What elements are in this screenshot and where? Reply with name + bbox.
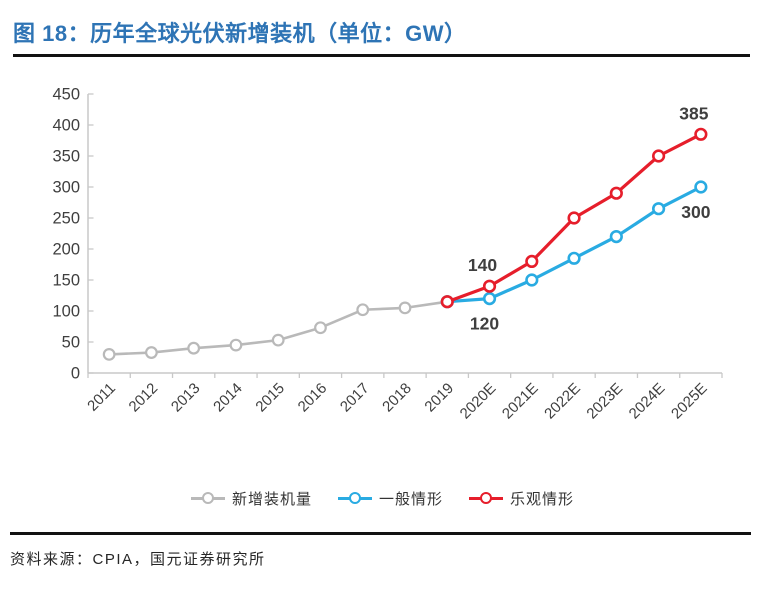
svg-text:300: 300: [52, 179, 80, 197]
point-label-general: 120: [470, 314, 499, 334]
svg-text:0: 0: [71, 365, 80, 383]
optimistic-line-marker-icon: [469, 491, 503, 505]
footer-divider: [10, 532, 751, 535]
svg-text:2015: 2015: [252, 380, 288, 416]
svg-text:2019: 2019: [421, 380, 457, 416]
data-point-historical: [144, 346, 158, 359]
data-point-historical: [314, 321, 327, 335]
historical-line-marker-icon: [190, 491, 225, 505]
data-point-historical: [229, 338, 243, 352]
svg-text:2016: 2016: [295, 380, 331, 416]
svg-text:2022E: 2022E: [541, 380, 584, 423]
svg-text:2012: 2012: [126, 380, 162, 416]
legend-item-historical: 新增装机量: [190, 488, 312, 509]
chart-legend: 新增装机量 一般情形 乐观情形: [0, 486, 765, 510]
svg-text:2018: 2018: [379, 380, 415, 416]
svg-text:2013: 2013: [168, 380, 204, 416]
data-point-historical: [356, 303, 370, 317]
data-point-optimistic: [567, 211, 581, 225]
data-point-general: [651, 202, 666, 216]
svg-text:2014: 2014: [210, 380, 246, 416]
data-point-general: [694, 180, 708, 194]
axes: [87, 94, 722, 374]
data-point-general: [567, 251, 581, 265]
data-point-historical: [187, 341, 201, 355]
data-point-general: [482, 292, 497, 306]
svg-text:50: 50: [62, 334, 80, 352]
x-axis-ticks: 2011 2012 2013 2014 2015 2016 2017 2018 2019 2020…: [84, 373, 723, 423]
data-point-historical: [102, 348, 116, 361]
svg-text:2020E: 2020E: [457, 380, 500, 423]
data-point-optimistic: [482, 279, 497, 293]
svg-text:2021E: 2021E: [499, 380, 542, 423]
data-point-historical: [271, 333, 285, 347]
legend-label-historical: 新增装机量: [231, 490, 312, 508]
series-optimistic: 140 385: [440, 103, 709, 309]
data-point-general: [525, 273, 539, 287]
data-point-historical: [398, 301, 412, 315]
series-general: 120 300: [440, 180, 711, 334]
data-point-optimistic: [694, 127, 708, 141]
source-note: 资料来源：CPIA，国元证券研究所: [10, 551, 266, 568]
general-line-marker-icon: [337, 491, 372, 505]
svg-text:450: 450: [52, 86, 80, 104]
legend-label-optimistic: 乐观情形: [510, 490, 575, 508]
y-axis-ticks: 0 50 100 150 200 250 300 350 400 450: [52, 86, 94, 383]
point-label-optimistic: 140: [468, 255, 497, 275]
svg-text:400: 400: [52, 117, 80, 135]
data-point-optimistic: [440, 295, 454, 309]
svg-text:350: 350: [52, 148, 80, 166]
data-point-optimistic: [525, 254, 539, 268]
svg-text:100: 100: [52, 303, 80, 321]
svg-text:250: 250: [52, 210, 80, 228]
svg-text:2017: 2017: [337, 380, 373, 416]
legend-item-general: 一般情形: [337, 488, 443, 509]
data-point-optimistic: [651, 149, 666, 163]
legend-item-optimistic: 乐观情形: [469, 488, 574, 509]
svg-text:2024E: 2024E: [626, 380, 669, 423]
point-label-optimistic: 385: [679, 103, 708, 123]
data-point-optimistic: [609, 186, 623, 200]
point-label-general: 300: [681, 202, 710, 222]
svg-text:200: 200: [52, 241, 80, 259]
title-divider: [13, 54, 750, 57]
svg-text:2025E: 2025E: [668, 380, 711, 423]
series-historical: [102, 295, 454, 361]
svg-text:150: 150: [52, 272, 80, 290]
figure-title: 图 18：历年全球光伏新增装机（单位：GW）: [13, 21, 467, 46]
svg-text:2023E: 2023E: [583, 380, 626, 423]
data-point-general: [609, 230, 623, 244]
svg-text:2011: 2011: [84, 380, 119, 415]
legend-label-general: 一般情形: [378, 490, 443, 508]
